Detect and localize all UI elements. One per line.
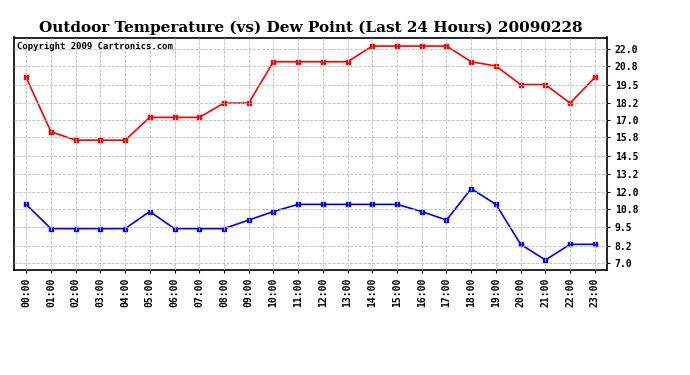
Text: Copyright 2009 Cartronics.com: Copyright 2009 Cartronics.com — [17, 42, 172, 51]
Title: Outdoor Temperature (vs) Dew Point (Last 24 Hours) 20090228: Outdoor Temperature (vs) Dew Point (Last… — [39, 21, 582, 35]
